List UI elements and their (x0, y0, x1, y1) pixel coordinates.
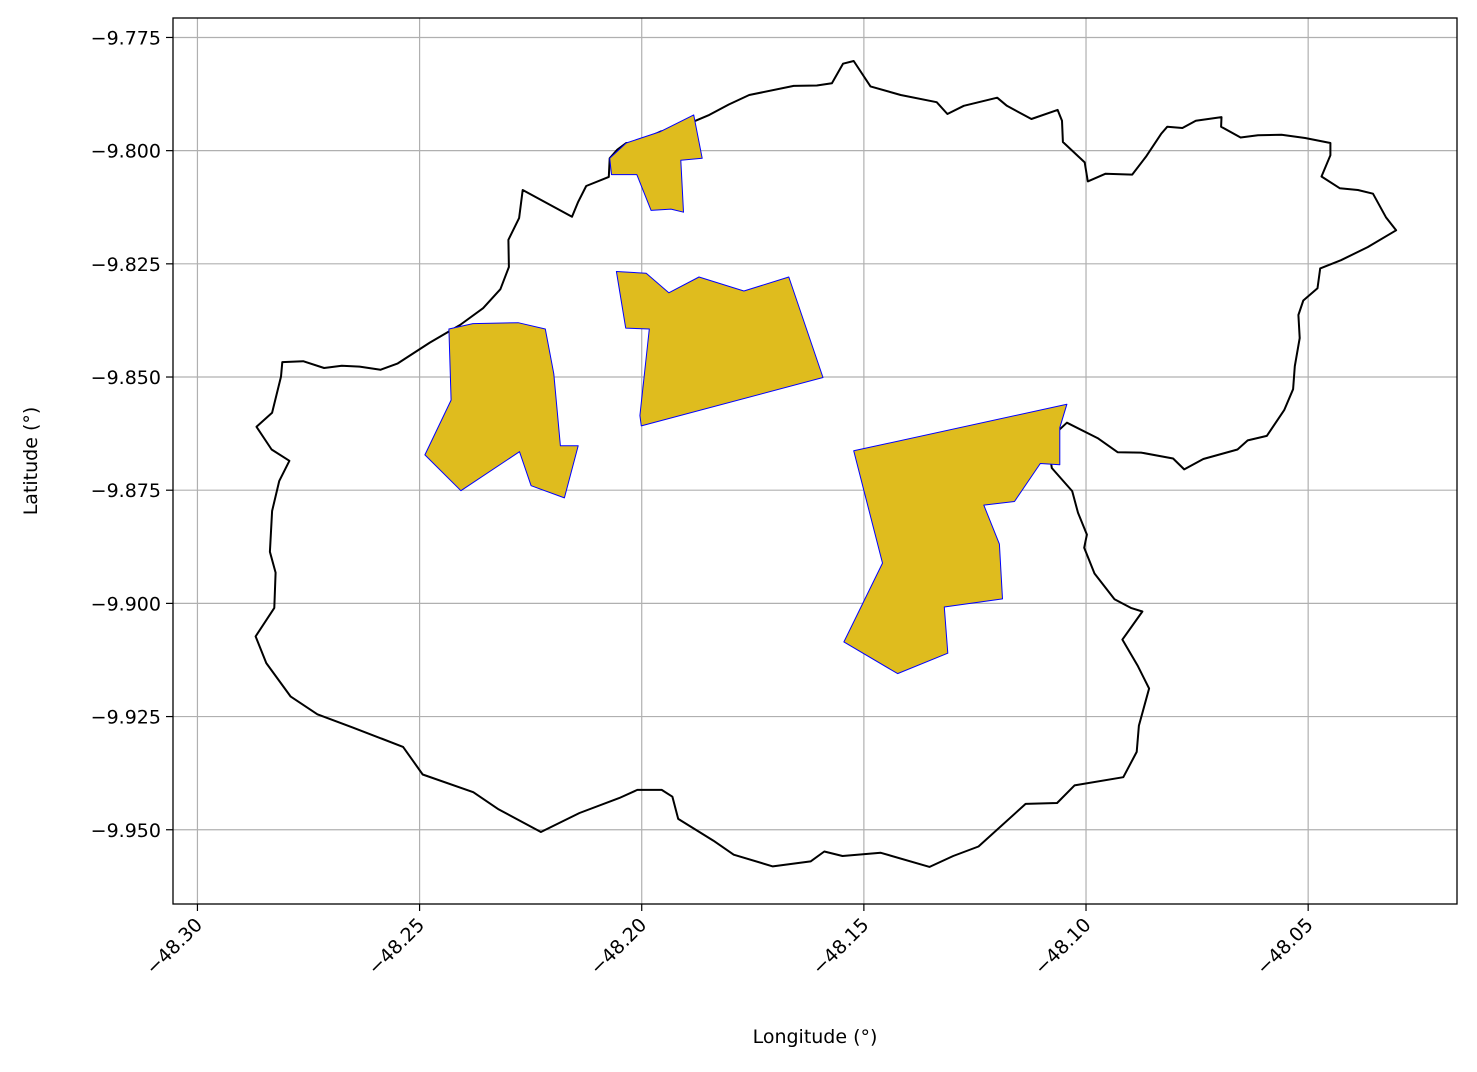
y-tick-label: −9.825 (91, 254, 161, 276)
y-tick-label: −9.950 (91, 820, 161, 842)
area-layer (424, 114, 1068, 675)
highlighted-area (615, 271, 824, 427)
y-tick-label: −9.775 (91, 27, 161, 49)
y-ticks: −9.775 −9.800 −9.825 −9.850 −9.875 −9.900 −9.9… (91, 27, 173, 842)
grid-lines (173, 18, 1457, 904)
highlighted-area (424, 322, 579, 499)
y-axis-label: Latitude (°) (20, 407, 42, 516)
y-tick-label: −9.800 (91, 141, 161, 163)
axes-frame (172, 17, 1458, 905)
y-tick-label: −9.875 (91, 480, 161, 502)
boundary-layer (254, 60, 1398, 868)
x-axis-label: Longitude (°) (753, 1026, 878, 1048)
highlighted-area (843, 403, 1068, 675)
highlighted-area (609, 114, 703, 213)
municipality-boundary (254, 60, 1398, 868)
y-tick-label: −9.925 (91, 707, 161, 729)
y-tick-label: −9.900 (91, 593, 161, 615)
y-tick-label: −9.850 (91, 367, 161, 389)
